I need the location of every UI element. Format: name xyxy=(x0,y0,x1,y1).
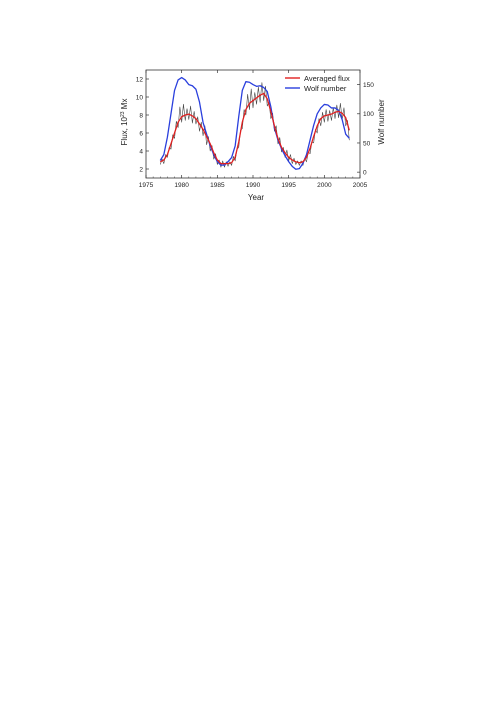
monthly-flux-line xyxy=(159,82,350,168)
legend: Averaged flux Wolf number xyxy=(285,74,350,93)
y-left-tick-label: 8 xyxy=(139,112,143,119)
y-left-tick-label: 6 xyxy=(139,130,143,137)
y-axis-left-label: Flux, 1023 Mx xyxy=(120,99,129,146)
y-right-tick-label: 150 xyxy=(363,82,374,89)
wolf-number-layer xyxy=(159,76,350,170)
wolf-number-line xyxy=(159,76,350,170)
x-tick-label: 1975 xyxy=(139,182,154,189)
y-right-tick-label: 0 xyxy=(363,169,367,176)
averaged-flux-line xyxy=(159,92,350,165)
axes: 1975 1980 1985 1990 1995 2000 2005 2 4 6 8 10 12 0 50 1… xyxy=(136,69,374,189)
x-tick-label: 2000 xyxy=(317,182,332,189)
x-tick-label: 2005 xyxy=(353,182,368,189)
y-right-tick-label: 100 xyxy=(363,111,374,118)
x-axis-label: Year xyxy=(248,193,265,202)
x-tick-label: 1985 xyxy=(210,182,225,189)
y-left-tick-label: 2 xyxy=(139,166,143,173)
averaged-flux-layer xyxy=(159,92,350,165)
x-tick-label: 1990 xyxy=(246,182,261,189)
y-axis-right-label: Wolf number xyxy=(377,99,386,145)
legend-label-averaged-flux: Averaged flux xyxy=(304,74,350,83)
x-tick-label: 1995 xyxy=(281,182,296,189)
y-left-label-unit: Mx xyxy=(120,99,129,112)
x-tick-label: 1980 xyxy=(174,182,189,189)
y-left-label-exponent: 23 xyxy=(120,111,126,117)
monthly-flux-layer xyxy=(159,82,350,168)
y-left-tick-label: 10 xyxy=(136,94,144,101)
legend-label-wolf-number: Wolf number xyxy=(304,84,347,93)
y-right-tick-label: 50 xyxy=(363,140,371,147)
y-left-label-base: Flux, 10 xyxy=(120,116,129,145)
y-left-tick-label: 4 xyxy=(139,148,143,155)
y-left-tick-label: 12 xyxy=(136,76,144,83)
